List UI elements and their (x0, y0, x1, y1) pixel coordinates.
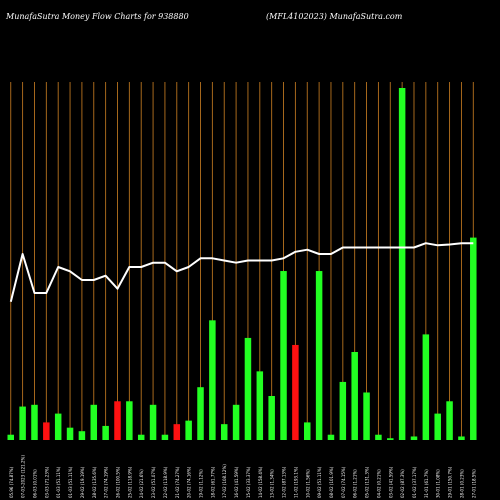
bar-up (363, 392, 370, 440)
bar-up (410, 436, 418, 440)
bar-up (126, 401, 133, 440)
x-tick-label: 24-02 (21.6%) (139, 469, 144, 498)
bar-up (422, 334, 430, 440)
bar-down (114, 401, 121, 440)
x-tick-label: 09-02 (51.11%) (317, 466, 322, 498)
bar-up (31, 404, 38, 440)
x-tick-label: 04-02 (0.21%) (376, 469, 381, 498)
money-flow-line (9, 242, 474, 302)
x-tick-label: 07-03-2023 (121.2%) (21, 455, 26, 498)
bar-up (244, 337, 252, 440)
x-tick-label: 28-02 (135.6%) (92, 466, 97, 498)
x-tick-label: 17-02 (108.12%) (222, 464, 227, 498)
bar-up (375, 434, 382, 440)
bar-up (458, 436, 465, 440)
x-tick-label: 06-02 (1.21%) (353, 469, 358, 498)
x-tick-labels: 05.96 (74.87%) 07-03-2023 (121.2%) 06-03 (… (9, 455, 476, 498)
x-tick-label: 31-01 (61.7%) (424, 469, 429, 498)
bar-up (434, 413, 441, 440)
bar-up (256, 371, 264, 440)
bar-up (446, 401, 453, 440)
bar-up (304, 422, 311, 440)
bar-up (197, 387, 204, 440)
bar-down (173, 424, 181, 440)
x-tick-label: 07-02 (74.15%) (341, 466, 346, 498)
bar-up (327, 434, 335, 440)
x-tick-label: 29-02 (19.19%) (80, 466, 85, 498)
x-tick-label: 11-02 (193.1%) (293, 466, 298, 498)
bar-up (185, 420, 192, 440)
x-tick-label: 14-02 (158.4%) (258, 466, 263, 498)
bar-up (19, 406, 26, 440)
x-tick-label: 13-02 (1.34%) (270, 469, 275, 498)
bar-up (398, 88, 406, 440)
bar-up (66, 427, 74, 440)
x-tick-label: 15-02 (33.37%) (246, 466, 251, 498)
x-tick-label: 18-02 (61.77%) (210, 466, 215, 498)
bar-up (387, 438, 394, 440)
bar-up (137, 434, 145, 440)
chart-title: MunafaSutra Money Flow Charts for 938880 (6, 12, 189, 21)
x-tick-label: 19-02 (1.12%) (199, 469, 204, 498)
bar-up (339, 381, 347, 440)
bar-up (232, 404, 240, 440)
chart-header: MunafaSutra Money Flow Charts for 938880… (0, 0, 500, 24)
x-tick-label: 05-02 (131.3%) (365, 466, 370, 498)
bar-up (315, 271, 323, 440)
x-tick-label: 03-03 (71.23%) (44, 466, 49, 498)
bar-up (268, 396, 275, 440)
x-tick-label: 20-02 (74.16%) (187, 466, 192, 498)
x-tick-label: 10-02 (1.56%) (305, 469, 310, 498)
x-tick-label: 02-02 (87.3%) (400, 469, 405, 498)
x-tick-label: 25-02 (118.9%) (127, 466, 132, 498)
x-tick-label: 16-02 (41.59%) (234, 466, 239, 498)
bar-up (280, 271, 287, 440)
bar-up (470, 237, 477, 440)
x-tick-label: 05.96 (74.87%) (9, 466, 14, 498)
bar-down (43, 422, 50, 440)
bar-up (90, 404, 98, 440)
bar-down (292, 344, 299, 440)
x-tick-label: 23-02 (51.07%) (151, 466, 156, 498)
x-tick-label: 28-01 (0.23%) (459, 469, 464, 498)
x-tick-label: 08-02 (101.9%) (329, 466, 334, 498)
x-tick-label: 26-02 (100.5%) (116, 466, 121, 498)
chart-subtitle: (MFL4102023) MunafaSutra.com (266, 12, 403, 21)
bar-up (161, 434, 169, 440)
x-tick-label: 01-02 (37.17%) (412, 466, 417, 498)
x-tick-label: 30-01 (1.08%) (436, 469, 441, 498)
x-tick-label: 01-03 (51.11%) (68, 466, 73, 498)
x-tick-label: 06-03 (0.01%) (33, 469, 38, 498)
bar-up (149, 404, 157, 440)
bar-series (7, 88, 477, 440)
x-tick-label: 03-02 (41.59%) (388, 466, 393, 498)
bar-up (54, 413, 62, 440)
x-tick-label: 01-03 (51.11%) (56, 466, 61, 498)
x-tick-label: 27-01 (18.5%) (471, 469, 476, 498)
x-tick-label: 27-02 (74.19%) (104, 466, 109, 498)
gridlines (10, 82, 474, 440)
x-tick-label: 29-01 (150.7%) (448, 466, 453, 498)
bar-up (351, 352, 358, 440)
bar-up (102, 425, 109, 440)
bar-up (78, 431, 86, 440)
bar-up (7, 434, 14, 440)
bar-up (209, 320, 216, 440)
x-tick-label: 21-02 (74.27%) (175, 466, 180, 498)
bar-up (220, 424, 228, 440)
x-tick-label: 12-02 (87.13%) (282, 466, 287, 498)
x-tick-label: 22-02 (118.9%) (163, 466, 168, 498)
